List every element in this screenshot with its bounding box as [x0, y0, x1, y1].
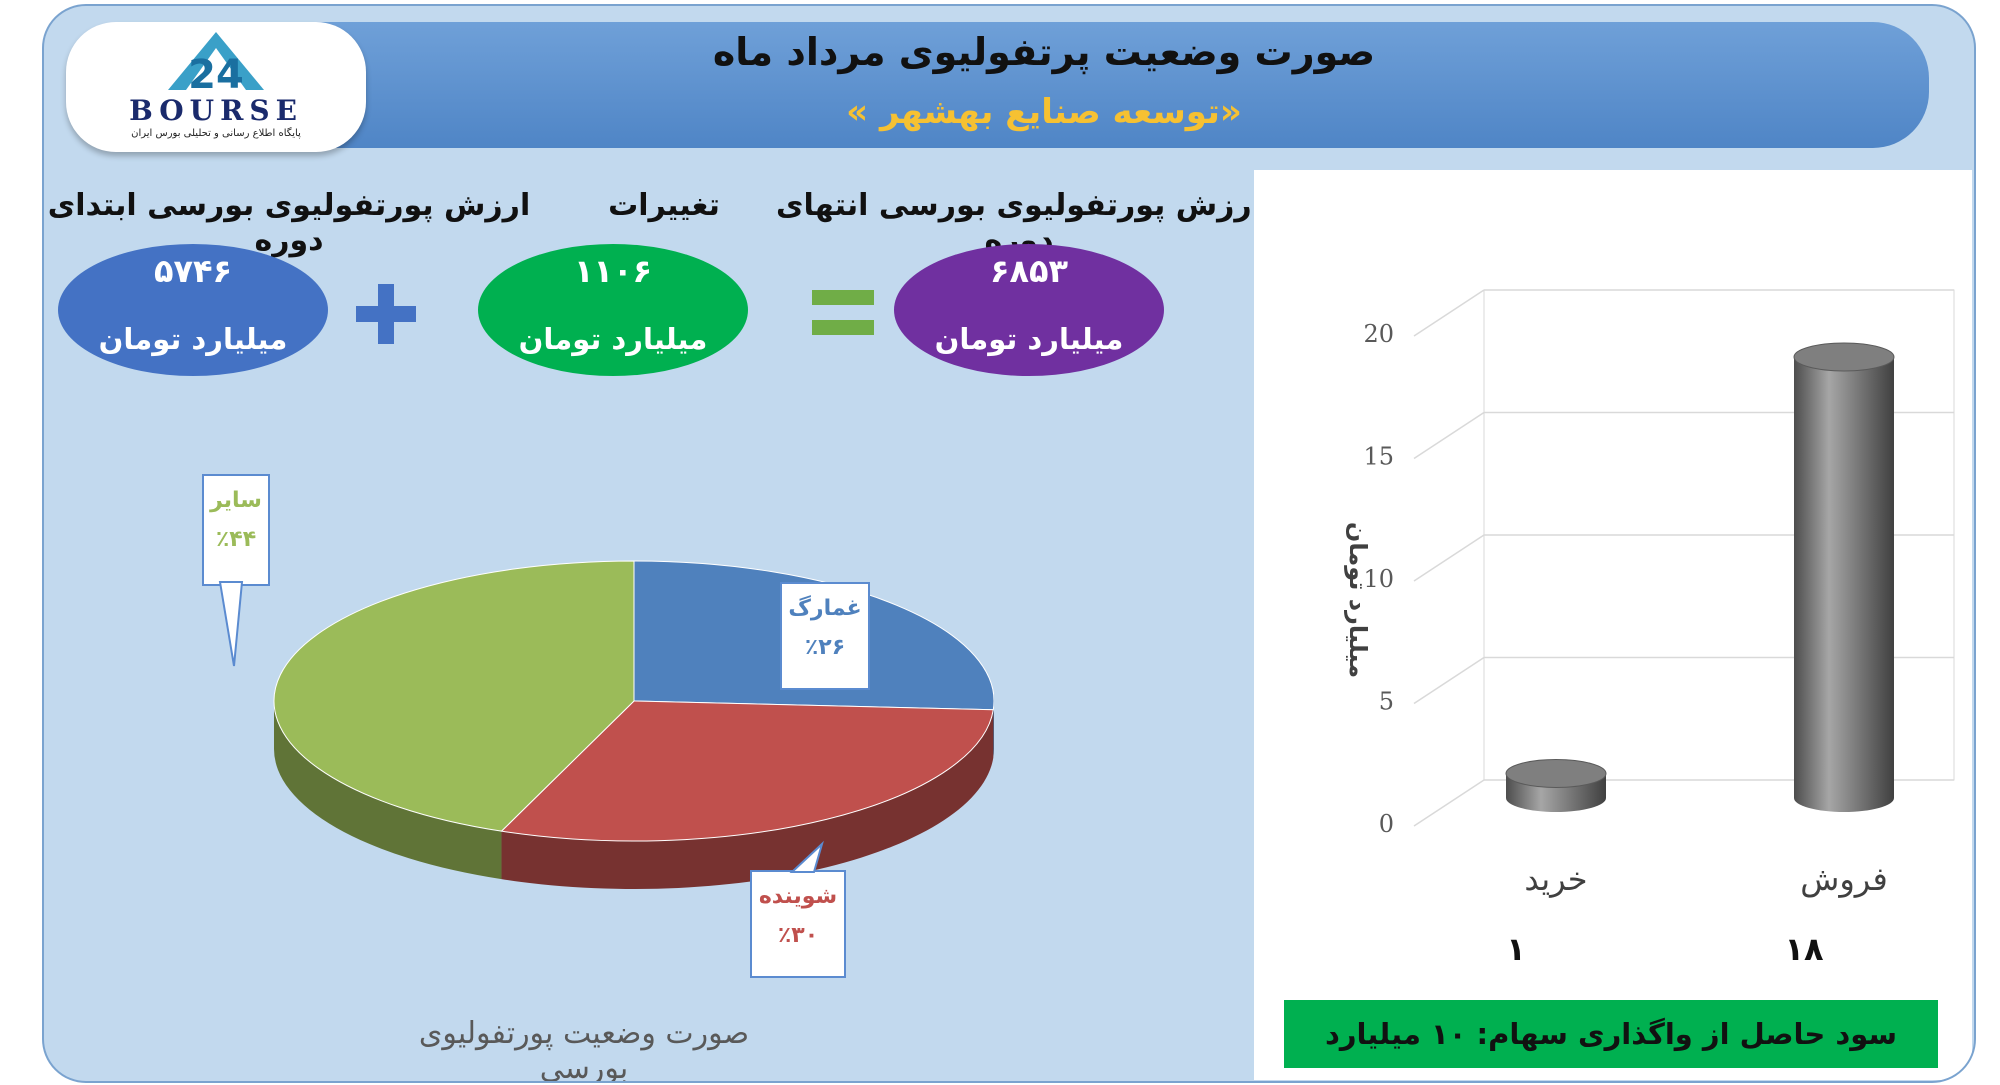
change-ellipse: ۱۱۰۶ میلیارد تومان: [478, 244, 748, 376]
start-value-unit: میلیارد تومان: [98, 322, 288, 356]
bar-gridline-side: [1413, 656, 1485, 705]
equals-icon: [812, 288, 874, 342]
start-value-ellipse: ۵۷۴۶ میلیارد تومان: [58, 244, 328, 376]
end-value-label: ارزش پورتفولیوی بورسی انتهای دوره: [776, 188, 1262, 258]
pie-slice-shavandeh: [500, 700, 994, 842]
bar-forush: [1793, 342, 1895, 812]
pie-side-2: [274, 701, 502, 880]
pie-side-0: [993, 701, 994, 758]
bar-chart-panel: 0 5 10 15 20 میلیارد تومان خرید ۱ فروش ۱۸ سود حاص…: [1254, 170, 1972, 1080]
bar-gridline-side: [1413, 411, 1485, 460]
bar-chart: 0 5 10 15 20 میلیارد تومان خرید ۱ فروش ۱۸: [1344, 289, 1955, 968]
change-value: ۱۱۰۶: [573, 252, 653, 290]
callout-ghomarg: غمارگ ٪۲۶: [780, 582, 870, 690]
bar-y-tick-label: 5: [1379, 688, 1394, 716]
callout-ghomarg-name: غمارگ: [788, 596, 862, 621]
bar-value-label: ۱۸: [1784, 930, 1824, 968]
change-unit: میلیارد تومان: [518, 322, 708, 356]
start-value: ۵۷۴۶: [153, 252, 233, 290]
callout-pointers: [218, 581, 824, 873]
callout-sayer-percent: ٪۴۴: [215, 527, 257, 552]
bourse-logo: 24 BOURSE پایگاه اطلاع رسانی و تحلیلی بو…: [66, 22, 366, 152]
logo-subtext: پایگاه اطلاع رسانی و تحلیلی بورس ایران: [131, 128, 301, 139]
profit-box: سود حاصل از واگذاری سهام: ۱۰ میلیارد توم…: [1284, 1000, 1938, 1068]
change-label: تغییرات: [608, 188, 720, 223]
bar-y-tick-label: 15: [1363, 443, 1394, 471]
bar-gridline-side: [1413, 779, 1485, 827]
pie-side-1: [501, 709, 994, 889]
bar-gridline-side: [1413, 534, 1485, 582]
svg-text:24: 24: [188, 52, 244, 96]
bar-y-tick-label: 20: [1363, 320, 1394, 348]
end-value: ۶۸۵۳: [989, 252, 1069, 290]
pie-slice-sayer: [273, 560, 635, 832]
bar-y-axis-label: میلیارد تومان: [1344, 522, 1372, 678]
bar-kharid: [1505, 759, 1607, 812]
callout-sayer: سایر ٪۴۴: [202, 474, 270, 586]
page-subtitle: «توسعه صنایع بهشهر »: [846, 92, 1242, 132]
bar-category-label: خرید: [1524, 860, 1587, 898]
callout-sayer-name: سایر: [210, 488, 262, 513]
header: صورت وضعیت پرتفولیوی مرداد ماه «توسعه صن…: [44, 6, 1974, 152]
start-value-label: ارزش پورتفولیوی بورسی ابتدای دوره: [47, 188, 531, 258]
logo-wordmark: BOURSE: [129, 94, 303, 127]
plus-icon: [356, 284, 416, 348]
infographic-frame: صورت وضعیت پرتفولیوی مرداد ماه «توسعه صن…: [42, 4, 1976, 1083]
page-title: صورت وضعیت پرتفولیوی مرداد ماه: [712, 30, 1376, 74]
bar-value-label: ۱: [1506, 930, 1526, 968]
callout-ghomarg-percent: ٪۲۶: [804, 635, 846, 660]
bar-category-label: فروش: [1800, 860, 1887, 898]
header-band: [294, 22, 1929, 148]
bar-gridline-side: [1413, 289, 1485, 337]
pie-caption: صورت وضعیت پورتفولیوی بورسی: [418, 1016, 750, 1083]
end-value-unit: میلیارد تومان: [934, 322, 1124, 356]
bar-y-tick-label: 0: [1379, 810, 1394, 838]
end-value-ellipse: ۶۸۵۳ میلیارد تومان: [894, 244, 1164, 376]
logo-mark-icon: 24: [168, 32, 264, 96]
callout-shavandeh-percent: ٪۳۰: [777, 923, 819, 948]
bar-y-tick-label: 10: [1363, 565, 1394, 593]
callout-shavandeh-name: شوینده: [758, 884, 838, 909]
